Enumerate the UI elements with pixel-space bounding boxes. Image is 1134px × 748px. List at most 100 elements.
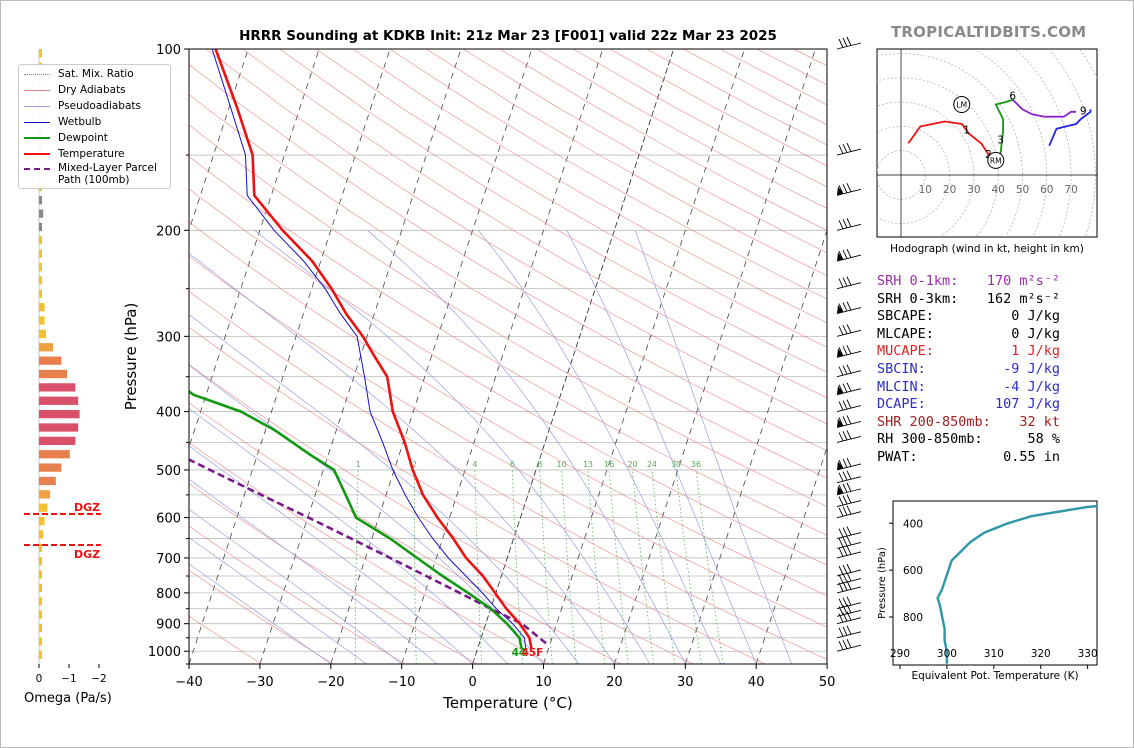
- dry-adiabat: [189, 156, 827, 536]
- wind-barb-feather: [838, 598, 844, 608]
- wind-barb-feather: [846, 494, 852, 504]
- wind-barb-feather: [846, 572, 852, 582]
- y-tick-label: 300: [156, 330, 181, 345]
- wind-barb-feather: [842, 277, 848, 287]
- mixing-ratio-label: 13: [583, 460, 593, 469]
- y-tick-label: 900: [156, 618, 181, 633]
- stat-value: 32 kt: [1019, 413, 1060, 430]
- omega-bar: [39, 222, 42, 232]
- wind-barb-feather: [842, 325, 848, 335]
- wind-barb-flag: [837, 348, 843, 358]
- wind-barb-feather: [842, 219, 848, 228]
- isotherm-line: [543, 49, 745, 664]
- dry-adiabat: [189, 615, 262, 664]
- dgz-label: DGZ: [74, 501, 100, 514]
- hodo-ring-label: 70: [1064, 184, 1077, 196]
- wind-barb-feather: [842, 249, 848, 259]
- wind-barb-staff: [836, 329, 862, 337]
- thetae-x-tick-label: 330: [1078, 648, 1098, 660]
- y-tick-label: 500: [156, 464, 181, 479]
- wind-barb-staff: [836, 532, 862, 540]
- dgz-label: DGZ: [74, 548, 100, 561]
- hodo-ring-label: 40: [992, 184, 1005, 196]
- legend-item: Mixed-Layer Parcel Path (100mb): [19, 162, 173, 186]
- dry-adiabat: [189, 255, 827, 628]
- isotherm-line: [189, 49, 391, 664]
- wind-barb-feather: [838, 384, 844, 394]
- wind-barb-staff: [836, 631, 862, 639]
- x-tick-label: −30: [246, 675, 273, 690]
- x-tick-label: −40: [175, 675, 202, 690]
- hodo-height-label: 6: [1009, 91, 1016, 103]
- x-tick-label: 20: [606, 675, 623, 690]
- wind-barb-staff: [836, 602, 862, 610]
- isotherm-line: [684, 229, 827, 664]
- pseudoadiabat: [367, 230, 686, 664]
- wind-barb-staff: [836, 435, 862, 443]
- omega-bar: [39, 329, 46, 339]
- omega-bar: [39, 49, 42, 58]
- wind-barb-feather: [846, 526, 852, 536]
- wind-barb-staff: [836, 223, 862, 231]
- thetae-x-tick-label: 290: [890, 648, 910, 660]
- wind-barb-feather: [846, 324, 852, 334]
- mixing-ratio-label: 24: [647, 460, 657, 469]
- thetae-y-tick-label: 400: [903, 518, 923, 530]
- wind-barb-feather: [838, 144, 844, 154]
- wind-barb-feather: [842, 302, 848, 312]
- mixing-ratio-label: 16: [604, 460, 614, 469]
- omega-bar: [39, 343, 53, 352]
- legend-swatch: [24, 121, 50, 123]
- dry-adiabat: [189, 442, 550, 664]
- storm-motion-label: LM: [956, 101, 967, 110]
- dry-adiabat: [189, 364, 693, 664]
- wind-barb-staff: [836, 42, 862, 50]
- stat-label: RH 300-850mb:: [877, 431, 983, 448]
- stat-value: 0.55 in: [1003, 448, 1060, 465]
- stat-label: PWAT:: [877, 448, 918, 465]
- omega-bar: [39, 543, 42, 552]
- wind-barb-feather: [842, 626, 848, 636]
- hodo-ring-label: 60: [1040, 184, 1053, 196]
- wind-barb-feather: [838, 250, 844, 260]
- thetae-x-axis-label: Equivalent Pot. Temperature (K): [911, 670, 1078, 682]
- wind-barb-staff: [836, 569, 862, 577]
- wind-barb-staff: [836, 511, 862, 519]
- wind-barb-staff: [836, 609, 862, 617]
- y-tick-label: 200: [156, 224, 181, 239]
- wind-barb-feather: [842, 37, 848, 47]
- omega-bar: [39, 249, 42, 258]
- legend-item: Sat. Mix. Ratio: [19, 68, 134, 80]
- wind-barb-feather: [846, 639, 852, 648]
- hodo-segment: [1012, 99, 1076, 118]
- wind-barb-feather: [842, 365, 848, 375]
- omega-bar: [39, 356, 62, 365]
- wind-barb-staff: [836, 307, 862, 315]
- brand-watermark: TROPICALTIDBITS.COM: [891, 23, 1087, 41]
- mixing-ratio-label: 30: [671, 460, 681, 469]
- y-tick-label: 700: [156, 552, 181, 567]
- wind-barb-feather: [838, 606, 844, 616]
- wind-barb-feather: [842, 416, 848, 426]
- isotherm-line: [189, 49, 320, 449]
- wind-barb-feather: [838, 613, 844, 623]
- dry-adiabat: [189, 402, 622, 664]
- wind-barb-feather: [842, 400, 848, 410]
- legend-label: Sat. Mix. Ratio: [58, 68, 134, 80]
- wind-barb-staff: [836, 617, 862, 625]
- wind-barb-flag: [837, 418, 843, 428]
- stat-label: SRH 0-1km:: [877, 273, 959, 289]
- omega-bar: [39, 490, 51, 499]
- y-axis-label: Pressure (hPa): [122, 303, 140, 411]
- mixing-ratio-label: 20: [627, 460, 637, 469]
- pseudoadiabat: [189, 563, 332, 664]
- mixing-ratio-line: [695, 469, 724, 664]
- x-tick-label: 50: [819, 675, 836, 690]
- wind-barb-feather: [846, 218, 852, 227]
- mixing-ratio-label: 36: [691, 460, 701, 469]
- storm-motion-label: RM: [990, 156, 1002, 165]
- pseudoadiabat: [189, 313, 580, 664]
- stat-value: -4 J/kg: [1003, 378, 1060, 395]
- hodograph-caption: Hodograph (wind in kt, height in km): [890, 243, 1084, 255]
- omega-bar: [39, 597, 42, 606]
